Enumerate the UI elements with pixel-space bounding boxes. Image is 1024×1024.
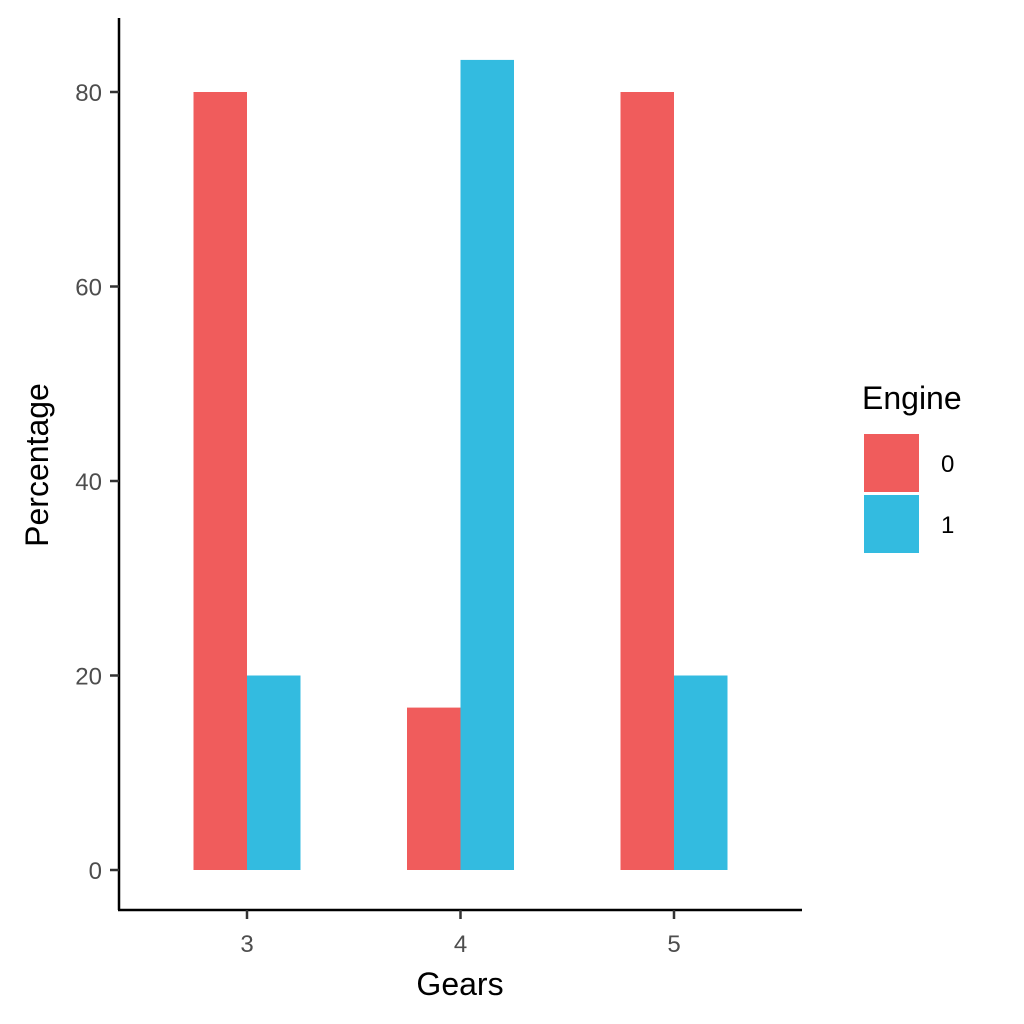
y-axis-title: Percentage bbox=[19, 383, 55, 547]
bar-gear-4-engine-1 bbox=[460, 59, 514, 871]
x-ticks-layer: 3 4 5 bbox=[240, 910, 681, 958]
y-tick-label: 0 bbox=[89, 858, 102, 885]
bar-gear-4-engine-0 bbox=[407, 707, 461, 870]
legend-title: Engine bbox=[862, 380, 962, 416]
x-tick-label: 3 bbox=[240, 931, 253, 958]
legend: Engine 01 bbox=[862, 380, 962, 553]
bar-gear-3-engine-1 bbox=[247, 675, 301, 870]
legend-label-0: 0 bbox=[941, 451, 954, 478]
y-ticks-layer: 0 20 40 60 80 bbox=[75, 80, 119, 885]
y-tick-label: 40 bbox=[75, 469, 102, 496]
bar-gear-3-engine-0 bbox=[193, 92, 247, 870]
x-axis-title: Gears bbox=[416, 966, 503, 1002]
legend-key-1 bbox=[864, 495, 919, 553]
y-tick-label: 60 bbox=[75, 275, 102, 302]
y-tick-label: 80 bbox=[75, 80, 102, 107]
y-tick-label: 20 bbox=[75, 664, 102, 691]
bar-gear-5-engine-0 bbox=[620, 92, 674, 870]
legend-key-0 bbox=[864, 434, 919, 492]
legend-label-1: 1 bbox=[941, 512, 954, 539]
bars-layer bbox=[193, 59, 728, 871]
x-tick-label: 4 bbox=[454, 931, 467, 958]
legend-items: 01 bbox=[864, 434, 954, 553]
bar-gear-5-engine-1 bbox=[674, 675, 728, 870]
x-tick-label: 5 bbox=[667, 931, 680, 958]
